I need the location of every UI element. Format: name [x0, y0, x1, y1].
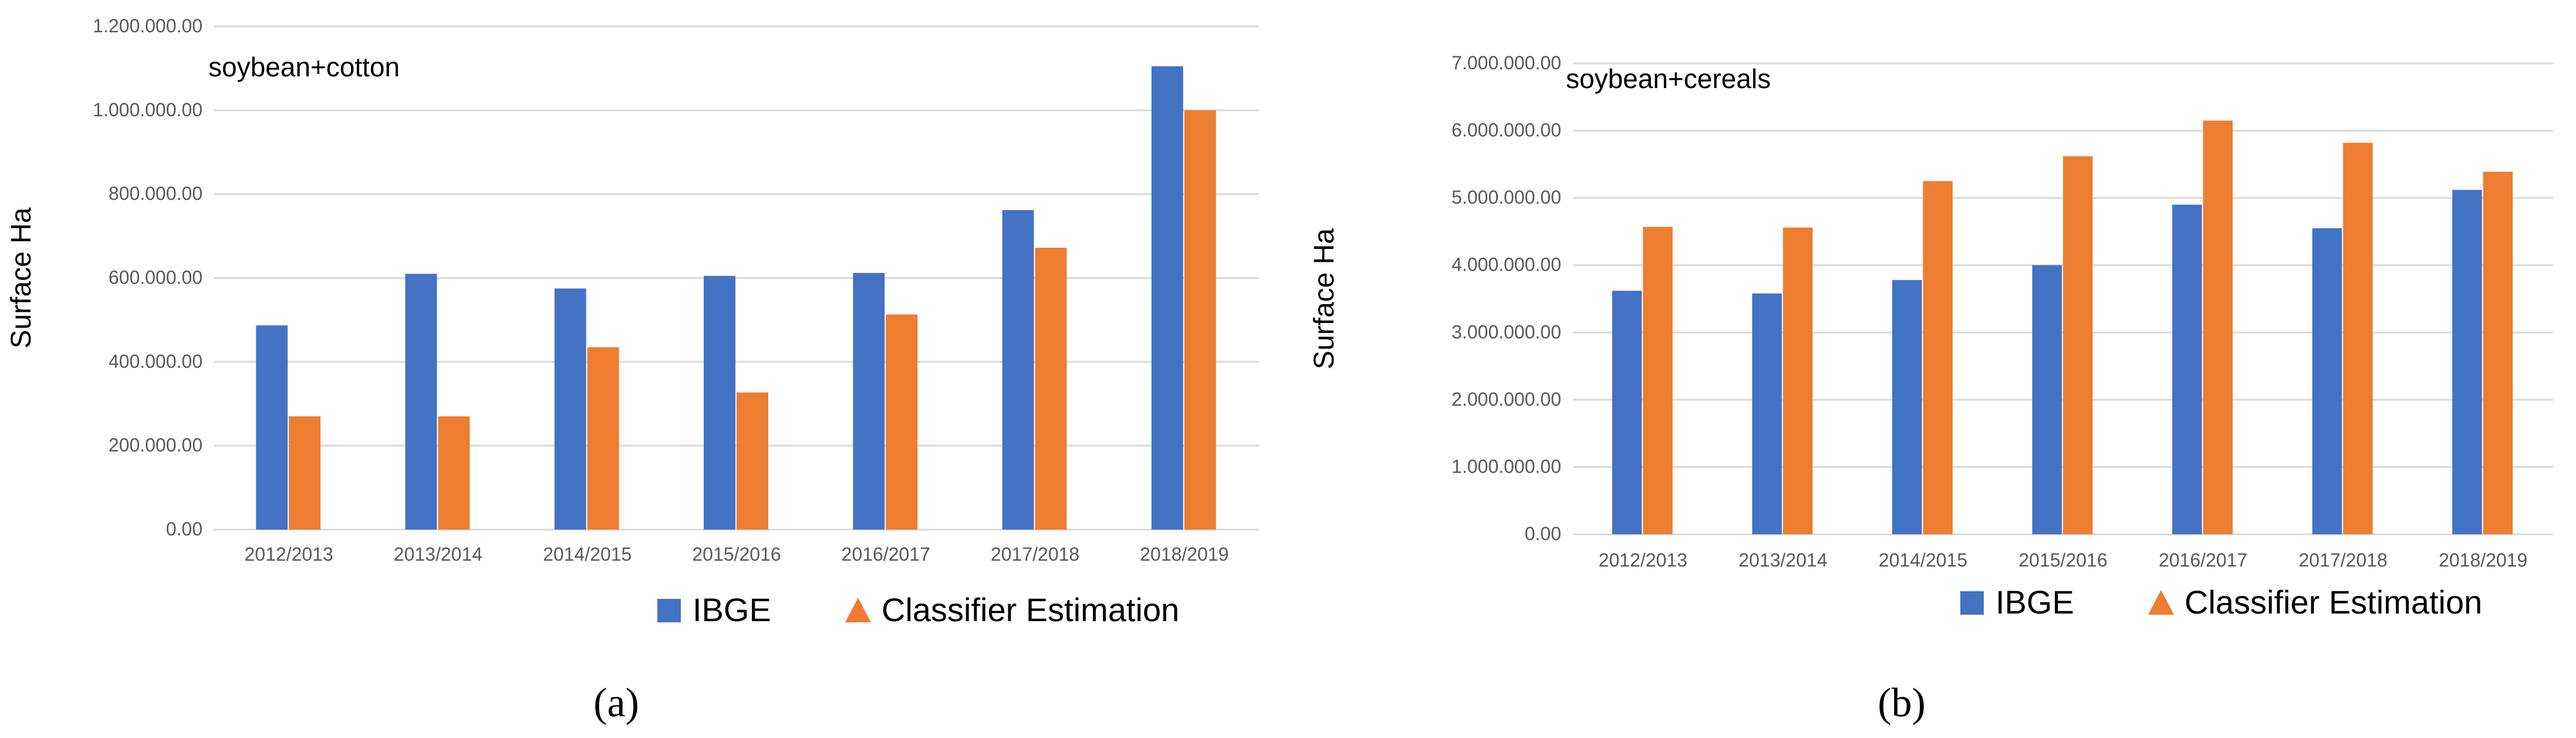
bar-classifier — [1184, 110, 1216, 530]
legend-swatch-ibge — [1960, 591, 1984, 615]
figure-caption: (a) — [593, 680, 639, 726]
bar-classifier — [737, 392, 768, 530]
y-axis-title: Surface Ha — [6, 207, 37, 348]
bar-classifier — [2063, 156, 2093, 534]
y-axis-title: Surface Ha — [1309, 228, 1340, 369]
x-tick-label: 2018/2019 — [2439, 550, 2527, 571]
legend-swatch-classifier — [845, 598, 871, 622]
bar-ibge — [2452, 190, 2482, 534]
y-tick-label: 0.00 — [166, 518, 202, 540]
bar-classifier — [886, 314, 918, 530]
legend-swatch-classifier — [2148, 590, 2174, 615]
chart-a: 0.00 200.000.00 400.000.00 600.000.00 800.00… — [6, 15, 1259, 726]
chart-annotation: soybean+cereals — [1566, 63, 1771, 94]
x-tick-label: 2015/2016 — [2018, 550, 2107, 571]
bar-ibge — [2312, 228, 2342, 534]
bar-classifier — [1782, 227, 1813, 534]
x-tick-label: 2016/2017 — [842, 544, 930, 565]
bar-classifier — [2483, 171, 2513, 535]
x-tick-label: 2016/2017 — [2159, 550, 2247, 571]
legend-label-classifier: Classifier Estimation — [882, 591, 1179, 628]
x-tick-label: 2012/2013 — [245, 544, 333, 565]
y-tick-label: 600.000.00 — [109, 267, 202, 288]
y-tick-label: 400.000.00 — [109, 351, 202, 372]
bar-ibge — [2032, 265, 2062, 534]
y-tick-label: 1.000.000.00 — [1451, 456, 1561, 477]
y-tick-label: 4.000.000.00 — [1451, 254, 1561, 275]
bar-ibge — [1892, 279, 1922, 534]
x-tick-label: 2014/2015 — [543, 544, 632, 565]
x-tick-label: 2015/2016 — [692, 544, 781, 565]
bar-ibge — [1151, 66, 1183, 530]
x-tick-label: 2013/2014 — [1738, 550, 1827, 571]
y-tick-label: 200.000.00 — [109, 434, 202, 456]
bar-classifier — [438, 416, 470, 530]
legend-label-classifier: Classifier Estimation — [2185, 584, 2482, 621]
y-tick-label: 0.00 — [1525, 523, 1561, 544]
figure-caption: (b) — [1878, 680, 1926, 726]
legend-swatch-ibge — [657, 599, 681, 622]
bar-ibge — [1002, 210, 1034, 530]
bar-classifier — [2203, 120, 2233, 534]
bar-classifier — [1643, 227, 1673, 534]
y-tick-label: 3.000.000.00 — [1451, 321, 1561, 342]
bar-ibge — [1612, 291, 1642, 534]
x-tick-label: 2013/2014 — [394, 544, 482, 565]
y-tick-label: 6.000.000.00 — [1451, 120, 1561, 141]
x-tick-label: 2017/2018 — [991, 544, 1079, 565]
bar-ibge — [853, 272, 885, 530]
y-tick-label: 5.000.000.00 — [1451, 187, 1561, 208]
x-tick-label: 2018/2019 — [1140, 544, 1228, 565]
legend-label-ibge: IBGE — [1996, 584, 2074, 621]
bar-ibge — [704, 275, 735, 530]
y-tick-label: 7.000.000.00 — [1451, 52, 1561, 73]
bar-classifier — [1035, 248, 1067, 530]
bar-classifier — [587, 347, 619, 530]
legend: IBGE Classifier Estimation — [1960, 584, 2482, 621]
y-tick-label: 1.000.000.00 — [93, 99, 202, 120]
x-tick-label: 2012/2013 — [1599, 550, 1687, 571]
bar-ibge — [1752, 293, 1782, 534]
bar-classifier — [2343, 143, 2373, 535]
x-tick-label: 2017/2018 — [2299, 550, 2388, 571]
x-tick-label: 2014/2015 — [1879, 550, 1967, 571]
bar-ibge — [554, 288, 586, 530]
bar-ibge — [405, 274, 437, 530]
y-tick-label: 800.000.00 — [109, 183, 202, 204]
bar-classifier — [289, 416, 321, 530]
bar-ibge — [256, 325, 288, 530]
chart-annotation: soybean+cotton — [208, 52, 400, 82]
chart-b: 0.00 1.000.000.00 2.000.000.00 3.000.000.00… — [1309, 52, 2553, 726]
y-tick-label: 2.000.000.00 — [1451, 389, 1561, 410]
legend: IBGE Classifier Estimation — [657, 591, 1179, 628]
y-tick-label: 1.200.000.00 — [93, 15, 202, 36]
bar-ibge — [2172, 204, 2202, 535]
bar-classifier — [1923, 181, 1953, 534]
legend-label-ibge: IBGE — [693, 591, 771, 628]
